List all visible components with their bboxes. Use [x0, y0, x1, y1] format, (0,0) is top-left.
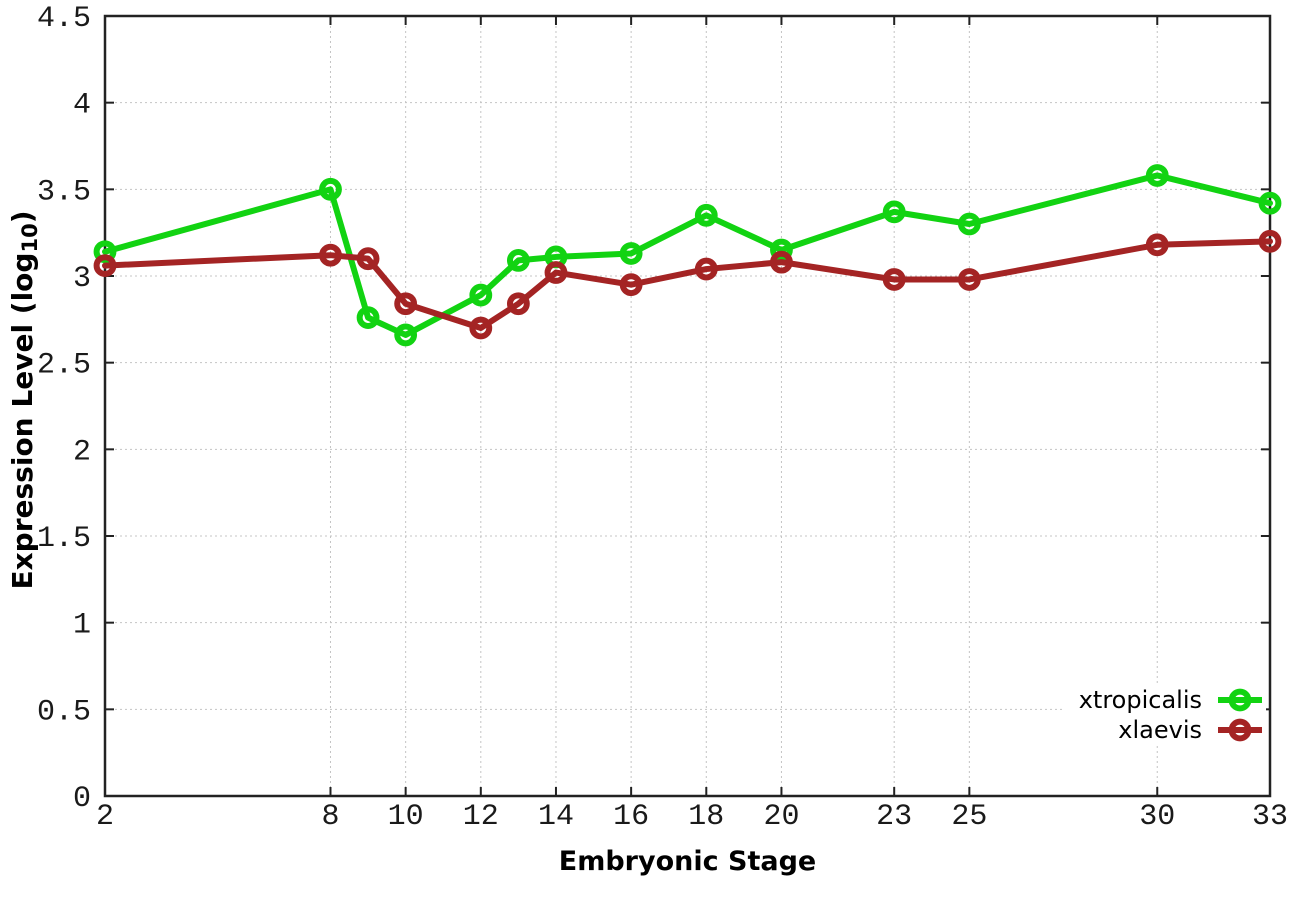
data-point-xtropicalis — [469, 283, 493, 307]
data-point-xlaevis — [506, 292, 530, 316]
data-point-xlaevis — [544, 261, 568, 284]
y-tick-label: 3.5 — [37, 175, 91, 209]
legend-marker-xlaevis-icon — [1218, 718, 1262, 742]
data-point-xlaevis — [882, 268, 906, 291]
data-point-xtropicalis — [394, 323, 418, 347]
x-tick-label: 30 — [1139, 800, 1175, 834]
data-point-xlaevis — [957, 268, 981, 291]
x-tick-label: 23 — [876, 800, 912, 834]
legend-label-xlaevis: xlaevis — [1118, 716, 1202, 744]
plot-border — [103, 14, 1272, 798]
legend-item-xlaevis: xlaevis — [1079, 715, 1266, 745]
y-axis-title-suffix: ) — [5, 210, 39, 224]
y-axis-title: Expression Level (log10) — [6, 210, 42, 589]
legend-label-xtropicalis: xtropicalis — [1078, 686, 1202, 714]
data-point-xlaevis — [356, 247, 380, 271]
legend-marker-xtropicalis-icon — [1218, 688, 1262, 712]
data-point-xlaevis — [694, 257, 718, 281]
legend: xtropicalis xlaevis — [1064, 685, 1266, 745]
data-point-xtropicalis — [356, 306, 380, 330]
data-point-xlaevis — [770, 250, 793, 274]
data-point-xtropicalis — [882, 200, 906, 224]
x-tick-label: 20 — [763, 800, 799, 834]
y-tick-label: 3 — [73, 262, 91, 296]
data-point-xtropicalis — [1145, 164, 1169, 187]
data-point-xtropicalis — [770, 238, 793, 262]
y-tick-label: 2 — [73, 435, 91, 469]
data-point-xlaevis — [1258, 229, 1282, 253]
y-tick-label: 1.5 — [37, 522, 91, 556]
data-point-xtropicalis — [619, 242, 643, 265]
y-axis-title-subscript: 10 — [18, 223, 43, 253]
x-tick-label: 33 — [1252, 800, 1288, 834]
data-point-xlaevis — [1145, 233, 1169, 257]
y-tick-label: 2.5 — [37, 349, 91, 383]
y-tick-label: 0.5 — [37, 695, 91, 729]
y-tick-label: 4 — [73, 89, 91, 123]
data-point-xtropicalis — [694, 203, 718, 227]
data-point-xtropicalis — [957, 212, 981, 236]
x-tick-label: 25 — [951, 800, 987, 834]
data-point-xlaevis — [619, 273, 643, 297]
x-tick-label: 2 — [96, 800, 114, 834]
x-tick-label: 12 — [463, 800, 499, 834]
y-axis-title-text: Expression Level (log — [5, 252, 39, 590]
data-point-xlaevis — [394, 292, 418, 316]
y-tick-label: 4.5 — [37, 2, 91, 36]
x-tick-label: 8 — [321, 800, 339, 834]
data-point-xlaevis — [93, 254, 117, 278]
data-point-xtropicalis — [506, 249, 530, 272]
data-point-xtropicalis — [319, 177, 342, 201]
data-point-xlaevis — [319, 243, 342, 267]
data-point-xlaevis — [469, 316, 493, 340]
x-axis-title: Embryonic Stage — [558, 846, 817, 877]
legend-item-xtropicalis: xtropicalis — [1079, 685, 1266, 715]
data-point-xtropicalis — [1258, 191, 1282, 215]
x-tick-label: 14 — [538, 800, 574, 834]
y-tick-label: 1 — [73, 609, 91, 643]
y-tick-label: 0 — [73, 782, 91, 816]
x-tick-label: 10 — [388, 800, 424, 834]
x-tick-label: 18 — [688, 800, 724, 834]
x-tick-label: 16 — [613, 800, 649, 834]
series-line-xlaevis — [102, 238, 1273, 331]
